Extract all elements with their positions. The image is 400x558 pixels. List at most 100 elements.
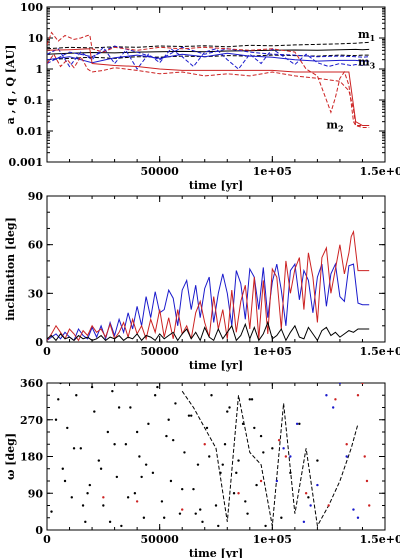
chart-panel-2: 0 50000 1e+05 1.5e+05 0 30 60 90 time [yr] inclin… [4, 190, 400, 372]
annotation-subscript: 1 [370, 33, 376, 43]
plot-frame [46, 195, 386, 343]
series-line-1 [47, 262, 370, 342]
series-line-2 [47, 229, 370, 342]
scatter-point [352, 508, 355, 511]
y-tick-label: 90 [28, 487, 44, 500]
scatter-point [165, 434, 168, 438]
y-axis-label: inclination [deg] [4, 217, 17, 321]
x-tick-label: 1.5e+05 [360, 533, 400, 546]
scatter-point [59, 383, 62, 385]
scatter-point [284, 455, 288, 458]
scatter-point [199, 508, 202, 511]
scatter-point [334, 398, 337, 401]
scatter-point [244, 500, 247, 503]
scatter-point [151, 471, 155, 475]
scatter-point [356, 516, 360, 519]
scatter-point [142, 516, 146, 519]
scatter-point [361, 383, 364, 385]
series-line-3 [47, 320, 370, 342]
data-layer [47, 229, 370, 342]
x-axis-label: time [yr] [189, 179, 243, 192]
series-annotation: m1 [358, 28, 375, 43]
scatter-point [295, 422, 299, 426]
x-tick-label: 50000 [141, 533, 180, 546]
scatter-point [194, 512, 197, 515]
series-annotation: m3 [358, 55, 376, 70]
scatter-point [70, 496, 73, 499]
scatter-point [57, 398, 60, 401]
scatter-point [115, 475, 119, 479]
scatter-point [81, 504, 85, 507]
scatter-point [217, 524, 220, 528]
scatter-point [246, 512, 249, 515]
x-tick-label: 1e+05 [253, 165, 292, 178]
scatter-point [345, 455, 348, 458]
scatter-point [147, 422, 150, 426]
series-line-4 [47, 52, 370, 64]
scatter-point [275, 479, 279, 483]
scatter-point [97, 459, 101, 462]
y-tick-label: 100 [20, 1, 43, 14]
y-tick-label: 0.01 [16, 125, 43, 138]
scatter-point [90, 385, 94, 389]
x-tick-label: 1e+05 [253, 345, 292, 358]
y-tick-label: 0 [35, 524, 43, 537]
scatter-point [126, 496, 130, 499]
chart-panel-1: 50000 1e+05 1.5e+05 0.001 0.01 0.1 1 10 100 time … [4, 1, 400, 192]
scatter-point [201, 520, 204, 524]
scatter-point [174, 402, 177, 405]
scatter-point [99, 467, 103, 470]
x-axis-label: time [yr] [189, 547, 243, 558]
scatter-point [345, 443, 348, 446]
scatter-point [181, 487, 184, 491]
scatter-point [331, 406, 335, 409]
scatter-point [221, 463, 224, 466]
scatter-point [108, 520, 112, 524]
scatter-point [363, 455, 366, 458]
scatter-point [66, 426, 69, 430]
scatter-point [228, 406, 231, 409]
scatter-point [113, 443, 116, 446]
y-tick-label: 270 [20, 414, 43, 427]
scatter-point [135, 430, 139, 434]
series-line-2 [47, 41, 370, 50]
scatter-point [280, 516, 283, 519]
scatter-point [365, 479, 369, 483]
annotation-text: m [358, 55, 370, 68]
scatter-point [120, 524, 123, 528]
x-tick-label: 1.5e+05 [360, 165, 400, 178]
data-layer [50, 383, 371, 528]
scatter-point [302, 520, 306, 524]
x-axis-label: time [yr] [189, 359, 243, 372]
scatter-point [190, 414, 193, 417]
scatter-point [61, 467, 64, 470]
annotation-subscript: 3 [370, 60, 376, 70]
scatter-point [208, 455, 211, 458]
scatter-point [304, 492, 308, 495]
y-tick-label: 360 [20, 377, 43, 390]
x-tick-label: 50000 [141, 345, 180, 358]
y-axis-label: ω [deg] [4, 433, 17, 480]
y-tick-label: 10 [28, 32, 44, 45]
scatter-point [140, 475, 143, 479]
scatter-point [307, 496, 310, 499]
scatter-point [133, 492, 137, 495]
scatter-point [138, 455, 141, 458]
scatter-point [316, 459, 319, 462]
scatter-point [259, 434, 263, 438]
series-line-9 [47, 53, 370, 128]
series-line-3 [47, 54, 370, 61]
plot-frame [46, 6, 386, 163]
data-layer [47, 31, 370, 128]
series-line-7 [47, 48, 370, 126]
scatter-point [203, 443, 206, 446]
scatter-point [93, 410, 96, 413]
scatter-point [282, 447, 285, 450]
scatter-point [250, 398, 254, 401]
scatter-point [181, 508, 184, 511]
scatter-point [162, 516, 166, 519]
scatter-point [356, 394, 360, 397]
x-tick-label: 1.5e+05 [360, 345, 400, 358]
scatter-point [259, 479, 263, 483]
y-tick-label: 30 [28, 287, 44, 300]
